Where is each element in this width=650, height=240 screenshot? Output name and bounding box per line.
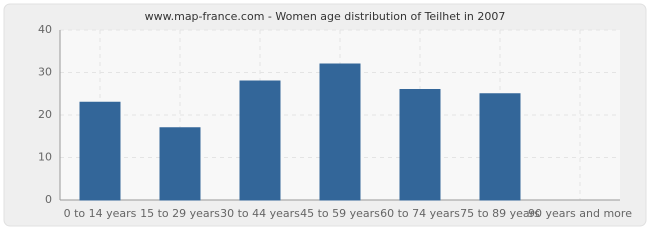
bar bbox=[319, 63, 361, 201]
x-tick-label: 0 to 14 years bbox=[64, 207, 137, 220]
bar bbox=[399, 89, 441, 201]
y-tick-label: 30 bbox=[38, 66, 52, 79]
y-tick-label: 20 bbox=[38, 108, 52, 121]
x-tick-label: 15 to 29 years bbox=[140, 207, 220, 220]
y-tick-label: 10 bbox=[38, 151, 52, 164]
x-tick-label: 75 to 89 years bbox=[460, 207, 540, 220]
chart: www.map-france.com - Women age distribut… bbox=[3, 3, 647, 227]
y-tick-label: 0 bbox=[45, 193, 52, 206]
x-tick-label: 60 to 74 years bbox=[380, 207, 460, 220]
bar bbox=[159, 127, 201, 201]
chart-title: www.map-france.com - Women age distribut… bbox=[145, 10, 506, 23]
bar bbox=[479, 93, 521, 201]
bar bbox=[79, 101, 121, 201]
x-tick-label: 90 years and more bbox=[528, 207, 632, 220]
x-tick-label: 30 to 44 years bbox=[220, 207, 300, 220]
y-tick-label: 40 bbox=[38, 23, 52, 36]
bar bbox=[239, 80, 281, 201]
x-tick-label: 45 to 59 years bbox=[300, 207, 380, 220]
